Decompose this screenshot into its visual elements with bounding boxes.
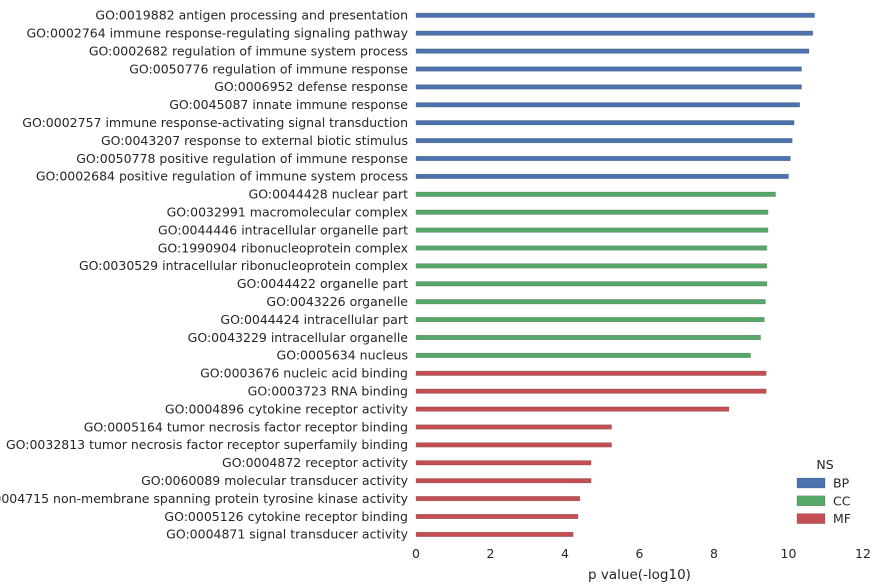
bar-7 xyxy=(415,138,793,144)
category-label-25: GO:0004872 receptor activity xyxy=(222,455,409,470)
bar-23 xyxy=(415,424,612,430)
category-label-5: GO:0045087 innate immune response xyxy=(169,97,408,112)
bar-26 xyxy=(415,478,592,484)
bar-29 xyxy=(415,531,574,537)
bar-28 xyxy=(415,513,579,520)
bar-22 xyxy=(415,406,730,412)
bar-8 xyxy=(415,155,791,162)
category-label-8: GO:0050778 positive regulation of immune… xyxy=(76,151,408,166)
x-tick-label-4: 8 xyxy=(710,546,718,561)
category-label-18: GO:0043229 intracellular organelle xyxy=(188,330,409,345)
category-label-14: GO:0030529 intracellular ribonucleoprote… xyxy=(79,258,408,273)
category-label-0: GO:0019882 antigen processing and presen… xyxy=(95,8,408,23)
category-label-6: GO:0002757 immune response-activating si… xyxy=(22,115,408,130)
bar-1 xyxy=(415,30,814,36)
category-label-9: GO:0002684 positive regulation of immune… xyxy=(36,169,408,184)
category-label-29: GO:0004871 signal transducer activity xyxy=(166,527,408,542)
category-label-28: GO:0005126 cytokine receptor binding xyxy=(164,509,408,524)
category-label-4: GO:0006952 defense response xyxy=(214,79,408,94)
x-axis-title: p value(-log10) xyxy=(588,567,691,583)
legend-label-mf: MF xyxy=(833,511,851,526)
x-tick-label-0: 0 xyxy=(412,546,420,561)
category-label-27: GO:0004715 non-membrane spanning protein… xyxy=(0,491,409,506)
category-label-15: GO:0044422 organelle part xyxy=(237,276,408,291)
bar-12 xyxy=(415,227,769,233)
bar-11 xyxy=(415,209,769,215)
bar-3 xyxy=(415,66,802,72)
category-label-3: GO:0050776 regulation of immune response xyxy=(129,61,408,76)
category-label-22: GO:0004896 cytokine receptor activity xyxy=(165,401,409,416)
category-label-7: GO:0043207 response to external biotic s… xyxy=(101,133,408,148)
bar-5 xyxy=(415,102,800,108)
bar-16 xyxy=(415,299,766,305)
bar-17 xyxy=(415,317,765,323)
category-label-1: GO:0002764 immune response-regulating si… xyxy=(26,26,408,41)
legend-label-cc: CC xyxy=(833,493,851,508)
bar-13 xyxy=(415,245,768,251)
category-label-16: GO:0043226 organelle xyxy=(266,294,408,309)
bar-20 xyxy=(415,370,767,376)
bar-9 xyxy=(415,173,789,179)
bar-25 xyxy=(415,460,592,466)
bar-10 xyxy=(415,191,776,197)
bar-15 xyxy=(415,281,768,287)
category-labels: GO:0019882 antigen processing and presen… xyxy=(0,8,409,542)
category-label-19: GO:0005634 nucleus xyxy=(277,348,408,363)
legend: NS BP CC MF xyxy=(796,457,851,526)
bars-layer xyxy=(415,12,815,537)
category-label-23: GO:0005164 tumor necrosis factor recepto… xyxy=(84,419,408,434)
category-label-2: GO:0002682 regulation of immune system p… xyxy=(89,43,408,58)
bar-6 xyxy=(415,120,795,126)
bar-4 xyxy=(415,84,802,90)
bar-27 xyxy=(415,496,581,502)
x-tick-label-6: 12 xyxy=(855,546,871,561)
category-label-20: GO:0003676 nucleic acid binding xyxy=(200,366,408,381)
bar-14 xyxy=(415,263,768,269)
x-tick-label-1: 2 xyxy=(487,546,495,561)
bar-0 xyxy=(415,12,815,18)
legend-label-bp: BP xyxy=(833,476,850,491)
legend-swatch-bp xyxy=(796,477,826,489)
category-label-17: GO:0044424 intracellular part xyxy=(220,312,408,327)
category-label-10: GO:0044428 nuclear part xyxy=(249,187,409,202)
category-label-21: GO:0003723 RNA binding xyxy=(248,384,408,399)
category-label-26: GO:0060089 molecular transducer activity xyxy=(141,473,409,488)
legend-title: NS xyxy=(816,457,833,472)
legend-swatch-cc xyxy=(796,495,826,507)
x-tick-label-2: 4 xyxy=(561,546,569,561)
category-label-13: GO:1990904 ribonucleoprotein complex xyxy=(158,240,408,255)
x-tick-label-3: 6 xyxy=(636,546,644,561)
bar-19 xyxy=(415,352,751,358)
x-tick-label-5: 10 xyxy=(781,546,797,561)
category-label-11: GO:0032991 macromolecular complex xyxy=(167,205,408,220)
legend-swatch-mf xyxy=(796,513,826,524)
bar-2 xyxy=(415,48,810,54)
bar-18 xyxy=(415,334,761,341)
bar-21 xyxy=(415,388,767,394)
category-label-12: GO:0044446 intracellular organelle part xyxy=(158,222,408,237)
category-label-24: GO:0032813 tumor necrosis factor recepto… xyxy=(6,437,408,452)
bar-24 xyxy=(415,442,612,448)
x-axis-ticks: 0 2 4 6 8 10 12 xyxy=(412,546,871,561)
